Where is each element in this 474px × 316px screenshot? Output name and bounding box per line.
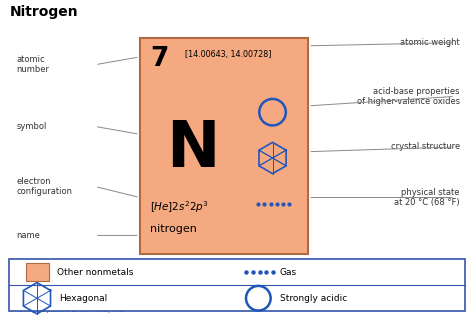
Text: atomic weight: atomic weight — [400, 38, 460, 47]
Text: Nitrogen: Nitrogen — [9, 5, 78, 19]
Text: crystal structure: crystal structure — [391, 143, 460, 151]
FancyBboxPatch shape — [9, 259, 465, 311]
Text: Other nonmetals: Other nonmetals — [57, 268, 134, 276]
FancyBboxPatch shape — [26, 264, 49, 281]
Text: atomic
number: atomic number — [17, 55, 50, 75]
Text: nitrogen: nitrogen — [150, 224, 197, 234]
Text: © Encyclopædia Britannica, Inc.: © Encyclopædia Britannica, Inc. — [9, 307, 126, 313]
Text: 7: 7 — [150, 46, 169, 72]
FancyBboxPatch shape — [140, 38, 308, 254]
Text: [14.00643, 14.00728]: [14.00643, 14.00728] — [185, 50, 271, 59]
Text: physical state
at 20 °C (68 °F): physical state at 20 °C (68 °F) — [394, 188, 460, 207]
Text: symbol: symbol — [17, 122, 47, 131]
Text: $\mathit{[He]2s^22p^3}$: $\mathit{[He]2s^22p^3}$ — [150, 199, 210, 215]
Text: electron
configuration: electron configuration — [17, 177, 73, 196]
Text: Strongly acidic: Strongly acidic — [280, 294, 347, 303]
Text: Gas: Gas — [280, 268, 297, 276]
Text: name: name — [17, 231, 40, 240]
Text: acid-base properties
of higher-valence oxides: acid-base properties of higher-valence o… — [356, 87, 460, 106]
Text: N: N — [166, 118, 219, 180]
Text: Hexagonal: Hexagonal — [59, 294, 108, 303]
